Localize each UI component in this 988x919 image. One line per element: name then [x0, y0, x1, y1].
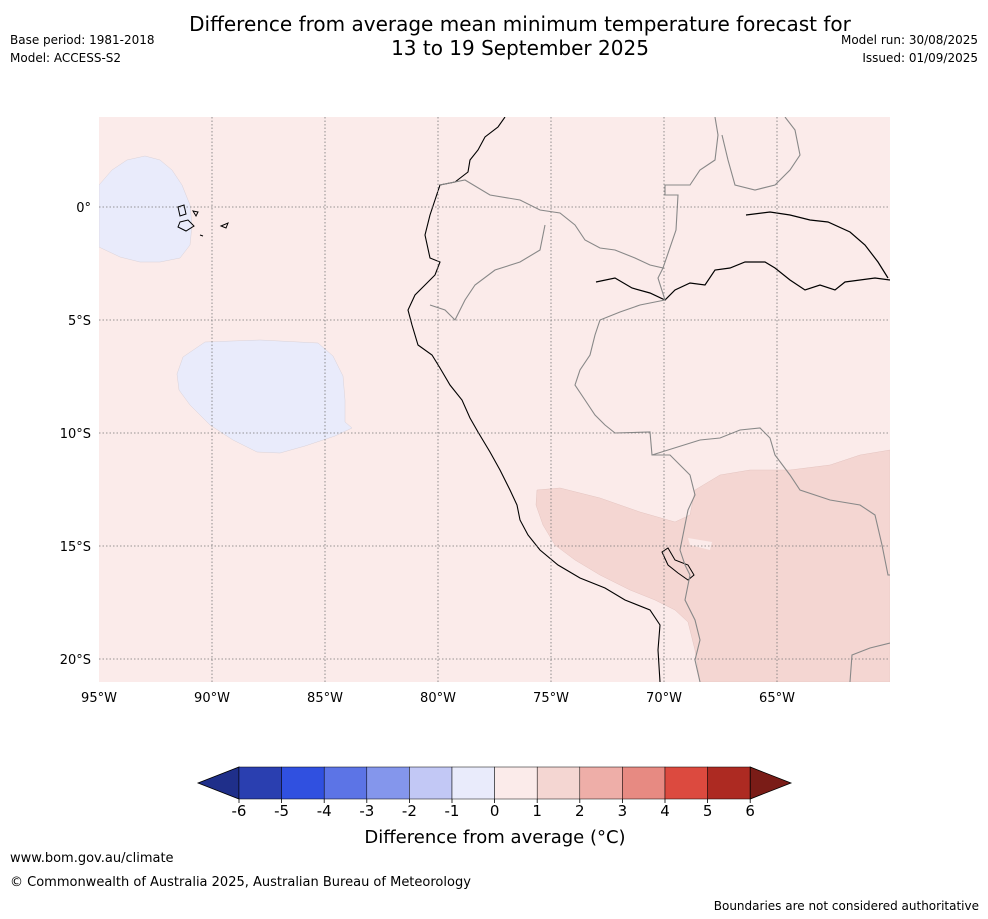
colorbar: -6 -5 -4 -3 -2 -1 0 1 2 3 4 5 6: [196, 766, 793, 820]
footer-copyright: © Commonwealth of Australia 2025, Austra…: [10, 875, 471, 890]
country-borders: [429, 117, 890, 682]
colorbar-tick-label: 4: [660, 802, 670, 820]
page-title: Difference from average mean minimum tem…: [150, 12, 890, 60]
title-line-2: 13 to 19 September 2025: [391, 36, 649, 60]
colorbar-tick-label: 2: [575, 802, 585, 820]
footer-note: Boundaries are not considered authoritat…: [713, 899, 979, 913]
lat-tick-label: 5°S: [68, 314, 91, 329]
colorbar-tick-label: -1: [445, 802, 460, 820]
lon-tick-label: 65°W: [759, 691, 795, 706]
colorbar-tick-label: 5: [703, 802, 713, 820]
colorbar-tick-label: -3: [359, 802, 374, 820]
lon-tick-label: 75°W: [533, 691, 569, 706]
longitude-labels: 95°W 90°W 85°W 80°W 75°W 70°W 65°W: [81, 691, 795, 706]
footer-url[interactable]: www.bom.gov.au/climate: [10, 851, 174, 866]
lat-tick-label: 0°: [76, 201, 91, 216]
colorbar-label: Difference from average (°C): [364, 827, 626, 848]
issued-text: Issued: 01/09/2025: [862, 51, 978, 65]
lat-tick-label: 20°S: [60, 653, 91, 668]
cool-anomaly-region-galapagos: [99, 155, 193, 263]
colorbar-swatch: [579, 766, 623, 800]
model-run-text: Model run: 30/08/2025: [840, 33, 978, 47]
title-line-1: Difference from average mean minimum tem…: [189, 12, 851, 36]
colorbar-swatch: [536, 766, 581, 800]
lon-tick-label: 95°W: [81, 691, 117, 706]
lat-tick-label: 10°S: [60, 427, 91, 442]
colorbar-swatch: [622, 766, 666, 800]
colorbar-swatch: [366, 766, 410, 800]
lon-tick-label: 90°W: [194, 691, 230, 706]
amazon-river: [595, 261, 890, 301]
colorbar-swatch: [409, 766, 453, 800]
colorbar-swatch: [664, 766, 708, 800]
colorbar-tick-label: -5: [274, 802, 289, 820]
graticule: [99, 117, 890, 682]
colorbar-tick-label: 1: [532, 802, 542, 820]
light-patch: [688, 538, 712, 550]
lake-titicaca: [661, 547, 695, 581]
colorbar-swatch: [451, 766, 495, 800]
colorbar-max-arrow: [749, 766, 793, 800]
colorbar-min-arrow: [196, 766, 240, 800]
colorbar-swatch: [281, 766, 325, 800]
colorbar-tick-label: 6: [745, 802, 755, 820]
warm-anomaly-region: [535, 449, 890, 682]
latitude-labels: 0° 5°S 10°S 15°S 20°S: [60, 201, 91, 668]
colorbar-tick-label: -6: [232, 802, 247, 820]
colorbar-swatch: [707, 766, 751, 800]
base-period-text: Base period: 1981-2018: [10, 33, 155, 47]
colorbar-tick-label: 3: [618, 802, 628, 820]
colorbar-tick-label: -4: [317, 802, 332, 820]
colorbar-swatch: [238, 766, 282, 800]
map-panel: [99, 117, 890, 682]
colorbar-tick-label: 0: [490, 802, 500, 820]
lon-tick-label: 85°W: [307, 691, 343, 706]
cool-anomaly-region-offshore: [176, 339, 353, 454]
model-text: Model: ACCESS-S2: [10, 51, 122, 65]
colorbar-tick-label: -2: [402, 802, 417, 820]
colorbar-swatch: [494, 766, 538, 800]
lon-tick-label: 70°W: [646, 691, 682, 706]
colorbar-swatch: [323, 766, 368, 800]
galapagos-islands: [177, 204, 229, 237]
lat-tick-label: 15°S: [60, 540, 91, 555]
lon-tick-label: 80°W: [420, 691, 456, 706]
forecast-info-left: Base period: 1981-2018 Model: ACCESS-S2: [10, 31, 155, 67]
forecast-info-right: Model run: 30/08/2025 Issued: 01/09/2025: [841, 31, 978, 67]
